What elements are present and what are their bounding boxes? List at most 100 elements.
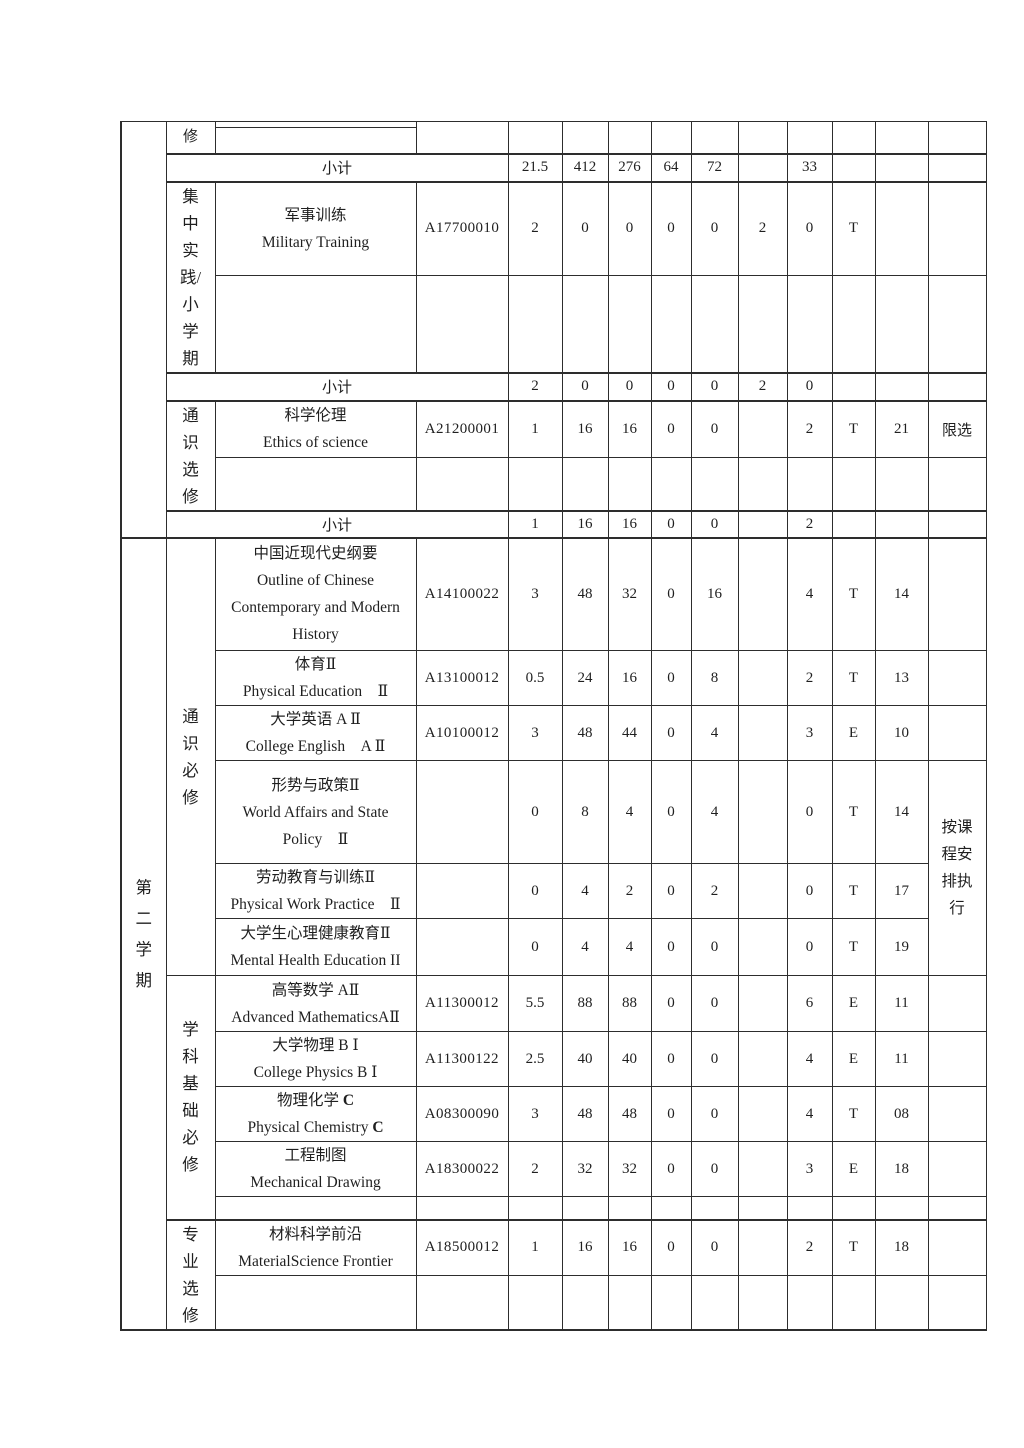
category-label: 通 识 选 修 — [182, 405, 199, 506]
empty-row — [121, 1196, 987, 1220]
c-exam — [831, 509, 876, 539]
c-exp — [650, 1275, 692, 1331]
c-lect: 2 — [607, 863, 652, 919]
c-exp: 0 — [650, 371, 692, 402]
curriculum-table: 修 小计 21.5 412 276 64 72 33 集 中 实 践/ 小 学 … — [120, 121, 987, 1331]
c-exp — [650, 121, 692, 154]
course-code — [415, 918, 509, 976]
c-exam: E — [831, 1141, 876, 1197]
c-week — [737, 1196, 788, 1220]
c-week — [737, 400, 788, 458]
c-lect — [607, 1275, 652, 1331]
course-code-cell — [415, 1196, 509, 1220]
c-dept: 08 — [874, 1086, 929, 1142]
c-total: 16 — [561, 1218, 609, 1277]
course-row: 集 中 实 践/ 小 学 期 军事训练 Military Training A1… — [121, 180, 987, 373]
c-exam: T — [831, 1086, 876, 1142]
c-exp: 0 — [650, 863, 692, 919]
empty-row — [121, 275, 987, 373]
c-prac: 0 — [690, 400, 739, 458]
course-code-cell — [415, 1275, 509, 1331]
category-major-elective: 专 业 选 修 — [165, 1218, 216, 1331]
c-rem — [927, 275, 987, 373]
c-prac — [690, 1275, 739, 1331]
c-total: 16 — [561, 400, 609, 458]
c-rem — [927, 509, 987, 539]
subtotal-label: 小计 — [165, 152, 509, 183]
c-week — [737, 1218, 788, 1277]
c-prac: 0 — [690, 1141, 739, 1197]
c-exam: T — [831, 400, 876, 458]
c-wkhr: 2 — [786, 509, 833, 539]
course-name-cell: 大学物理 B Ⅰ College Physics B Ⅰ — [214, 1031, 417, 1087]
c-exp: 0 — [650, 918, 692, 976]
c-lect: 276 — [607, 152, 652, 183]
c-week — [737, 1141, 788, 1197]
course-row: 学 科 基 础 必 修 高等数学 AⅡ Advanced Mathematics… — [121, 975, 987, 1220]
course-code-cell — [415, 457, 509, 511]
c-credit: 1 — [507, 509, 563, 539]
c-credit — [507, 1196, 563, 1220]
c-lect: 32 — [607, 536, 652, 651]
c-dept: 14 — [874, 536, 929, 651]
course-name-cell: 中国近现代史纲要 Outline of Chinese Contemporary… — [214, 536, 417, 651]
c-week — [737, 863, 788, 919]
course-row: 物理化学 C Physical Chemistry C A08300090 3 … — [121, 1086, 987, 1142]
c-dept: 18 — [874, 1141, 929, 1197]
c-total: 40 — [561, 1031, 609, 1087]
c-total: 48 — [561, 536, 609, 651]
c-total: 412 — [561, 152, 609, 183]
course-name: 大学物理 B Ⅰ College Physics B Ⅰ — [253, 1037, 378, 1081]
c-credit: 1 — [507, 400, 563, 458]
c-dept: 17 — [874, 863, 929, 919]
c-prac — [690, 1196, 739, 1220]
c-week — [737, 650, 788, 706]
c-rem — [927, 705, 987, 761]
c-credit: 3 — [507, 536, 563, 651]
course-name-cell: 材料科学前沿 MaterialScience Frontier — [214, 1218, 417, 1277]
c-exp — [650, 275, 692, 373]
course-code: A08300090 — [415, 1086, 509, 1142]
c-wkhr: 3 — [786, 705, 833, 761]
c-dept — [874, 1196, 929, 1220]
course-name: 形势与政策Ⅱ World Affairs and State Policy Ⅱ — [242, 776, 389, 848]
c-week — [737, 152, 788, 183]
course-code: A18500012 — [415, 1218, 509, 1277]
course-name: 劳动教育与训练Ⅱ Physical Work Practice Ⅱ — [230, 869, 401, 913]
c-dept — [874, 152, 929, 183]
course-row: 劳动教育与训练Ⅱ Physical Work Practice Ⅱ 0 4 2 … — [121, 863, 986, 919]
course-name-cell: 大学生心理健康教育Ⅱ Mental Health Education II — [214, 918, 417, 976]
course-row: 第 二 学 期 通 识 必 修 中国近现代史纲要 Outline of Chin… — [120, 536, 987, 1331]
course-code: A13100012 — [415, 650, 509, 706]
c-dept: 19 — [874, 918, 929, 976]
c-lect: 4 — [607, 918, 652, 976]
c-exam: E — [831, 975, 876, 1032]
c-week — [737, 1275, 788, 1331]
c-exp: 0 — [650, 1218, 692, 1277]
empty-row — [121, 1275, 987, 1331]
c-exam — [831, 1275, 876, 1331]
c-dept: 11 — [874, 975, 929, 1032]
course-name-cell: 工程制图 Mechanical Drawing — [214, 1141, 417, 1197]
c-lect: 4 — [607, 760, 652, 864]
c-dept — [874, 457, 929, 511]
course-name-cell — [214, 1196, 417, 1220]
c-total — [561, 1196, 609, 1220]
semester1-column-cell — [120, 121, 167, 539]
course-name-cell — [214, 275, 417, 373]
c-prac: 0 — [690, 509, 739, 539]
c-exp: 0 — [650, 400, 692, 458]
course-code: A11300122 — [415, 1031, 509, 1087]
course-name-cell: 军事训练 Military Training — [214, 180, 417, 277]
c-exam: T — [831, 180, 876, 277]
c-exp — [650, 1196, 692, 1220]
c-exam: T — [831, 760, 876, 864]
c-rem — [927, 180, 987, 277]
c-total — [561, 121, 609, 154]
c-wkhr: 2 — [786, 1218, 833, 1277]
course-name-en: Physical Chemistry C — [247, 1119, 384, 1136]
c-prac — [690, 275, 739, 373]
c-wkhr: 2 — [786, 400, 833, 458]
c-prac: 0 — [690, 1218, 739, 1277]
c-wkhr — [786, 1275, 833, 1331]
